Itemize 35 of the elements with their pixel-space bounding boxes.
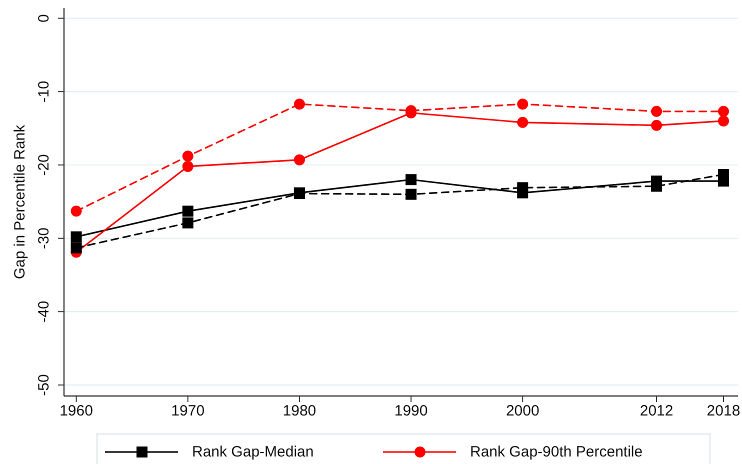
point	[517, 182, 528, 194]
point	[182, 150, 194, 162]
point	[70, 231, 82, 242]
point	[182, 206, 194, 217]
point	[294, 154, 305, 166]
y-tick-label: -20	[36, 154, 52, 176]
point	[651, 120, 662, 131]
point	[294, 98, 305, 110]
point	[70, 206, 82, 217]
y-tick-label: 0	[36, 14, 52, 22]
x-tick-label: 1990	[394, 402, 428, 420]
y-tick-label: -10	[36, 80, 52, 102]
x-tick-label: 2012	[640, 402, 674, 420]
point	[406, 174, 417, 186]
point	[651, 180, 662, 192]
x-tick-label: 1980	[282, 402, 316, 420]
point	[718, 106, 729, 117]
y-tick-label: -40	[36, 300, 52, 322]
y-tick-label: -30	[36, 227, 52, 250]
y-tick-label: -50	[36, 374, 52, 396]
point	[406, 188, 417, 200]
y-axis-title: Gap in Percentile Rank	[12, 124, 28, 280]
point	[651, 106, 662, 117]
x-tick-label: 1960	[60, 402, 93, 420]
x-tick-label: 2018	[706, 402, 740, 420]
point	[182, 217, 194, 228]
point	[718, 115, 729, 126]
legend-label: Rank Gap-90th Percentile	[470, 444, 643, 460]
point	[70, 242, 82, 254]
x-tick-label: 2000	[506, 402, 540, 420]
point	[517, 98, 528, 110]
x-tick-label: 1970	[171, 402, 205, 420]
point	[517, 116, 528, 128]
point	[182, 160, 194, 172]
legend-label: Rank Gap-Median	[192, 444, 314, 460]
